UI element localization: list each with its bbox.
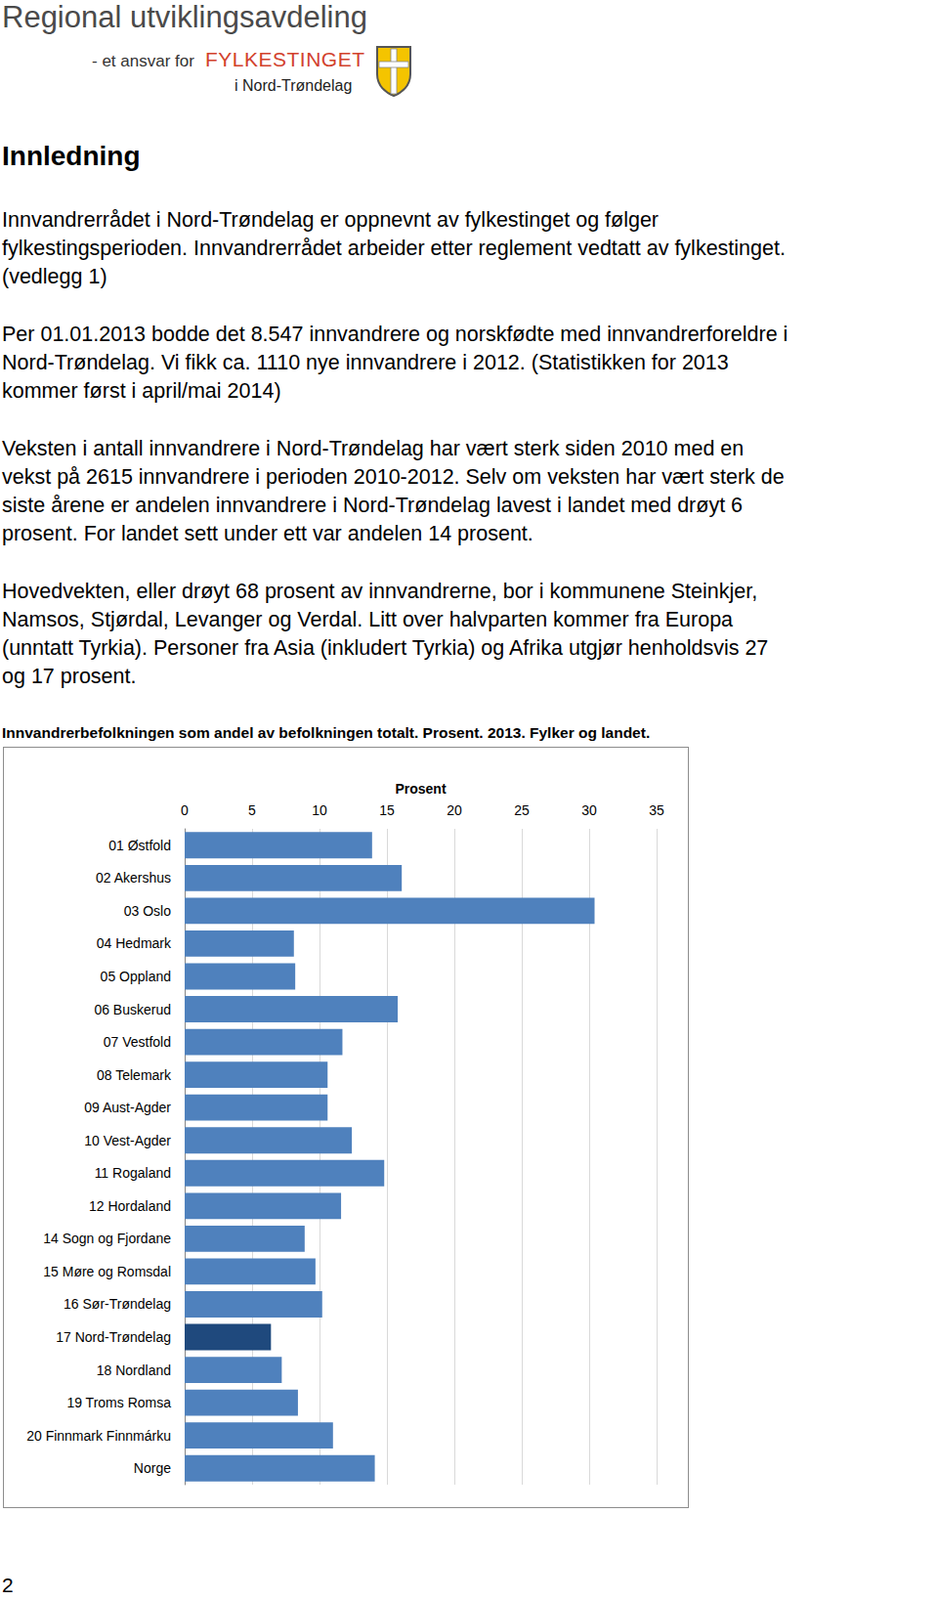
html-text:Nord-Trøndelag. Vi fikk ca. 11: Nord-Trøndelag. Vi fikk ca. 1110 nye inn… (1, 350, 729, 375)
svg-text:02 Akershus: 02 Akershus (95, 869, 171, 886)
svg-text:0: 0 (180, 802, 189, 818)
html-text:i Nord-Trøndelag: i Nord-Trøndelag (234, 77, 353, 94)
svg-text:05 Oppland: 05 Oppland (100, 968, 171, 984)
svg-text:19 Troms Romsa: 19 Troms Romsa (66, 1394, 171, 1410)
html-text:Innledning: Innledning (1, 140, 141, 171)
html-text:fylkestingsperioden. Innvandre: fylkestingsperioden. Innvandrerrådet arb… (1, 236, 786, 261)
svg-text:30: 30 (581, 802, 597, 818)
svg-text:35: 35 (648, 802, 665, 818)
html-text:kommer først i april/mai 2014): kommer først i april/mai 2014) (1, 379, 281, 403)
html-text:Veksten i antall innvandrere i: Veksten i antall innvandrere i Nord-Trøn… (1, 436, 744, 460)
html-text:(unntatt Tyrkia). Personer fra: (unntatt Tyrkia). Personer fra Asia (ink… (1, 636, 769, 660)
svg-text:01 Østfold: 01 Østfold (108, 837, 171, 853)
html-text:2: 2 (1, 1573, 14, 1596)
svg-text:03 Oslo: 03 Oslo (124, 902, 171, 919)
html-text:prosent. For landet sett under: prosent. For landet sett under ett var a… (1, 521, 534, 546)
svg-text:08 Telemark: 08 Telemark (96, 1066, 172, 1083)
html-text:Per 01.01.2013 bodde det 8.547: Per 01.01.2013 bodde det 8.547 innvandre… (1, 322, 788, 346)
svg-text:5: 5 (248, 802, 256, 818)
svg-text:04 Hedmark: 04 Hedmark (96, 935, 172, 951)
svg-text:12 Hordaland: 12 Hordaland (88, 1197, 171, 1214)
html-text:(vedlegg 1): (vedlegg 1) (1, 265, 108, 289)
html-text:og 17 prosent.: og 17 prosent. (1, 664, 137, 689)
html-text:vekst på 2615 innvandrere i pe: vekst på 2615 innvandrere i perioden 201… (1, 464, 785, 489)
svg-text:25: 25 (513, 802, 530, 818)
svg-text:14 Sogn og Fjordane: 14 Sogn og Fjordane (42, 1230, 171, 1246)
html-text:Namsos, Stjørdal, Levanger og: Namsos, Stjørdal, Levanger og Verdal. Li… (1, 607, 733, 632)
svg-text:17 Nord-Trøndelag: 17 Nord-Trøndelag (55, 1328, 171, 1345)
svg-text:18 Nordland: 18 Nordland (96, 1362, 171, 1378)
html-text:Hovedvekten, eller drøyt 68 pr: Hovedvekten, eller drøyt 68 prosent av i… (1, 579, 758, 603)
svg-text:Norge: Norge (133, 1459, 171, 1476)
svg-text:09 Aust-Agder: 09 Aust-Agder (84, 1099, 171, 1115)
svg-text:10 Vest-Agder: 10 Vest-Agder (84, 1132, 171, 1149)
html-text:Innvandrerbefolkningen som and: Innvandrerbefolkningen som andel av befo… (1, 724, 650, 741)
svg-text:07 Vestfold: 07 Vestfold (103, 1033, 171, 1050)
svg-text:10: 10 (311, 802, 328, 818)
svg-text:06 Buskerud: 06 Buskerud (93, 1001, 171, 1018)
html-text:FYLKESTINGET: FYLKESTINGET (205, 47, 365, 71)
html-text:siste årene er andelen innvand: siste årene er andelen innvandrere i Nor… (1, 493, 743, 517)
html-text:- et ansvar for: - et ansvar for (91, 51, 195, 71)
html-text:Regional utviklingsavdeling: Regional utviklingsavdeling (1, 0, 368, 35)
svg-text:15 Møre og Romsdal: 15 Møre og Romsdal (42, 1263, 171, 1280)
svg-text:20 Finnmark Finnmárku: 20 Finnmark Finnmárku (26, 1427, 171, 1444)
svg-text:Prosent: Prosent (394, 780, 446, 797)
svg-text:11 Rogaland: 11 Rogaland (94, 1164, 171, 1181)
svg-text:15: 15 (379, 802, 395, 818)
svg-text:20: 20 (446, 802, 463, 818)
svg-text:16 Sør-Trøndelag: 16 Sør-Trøndelag (63, 1295, 171, 1312)
html-text:Innvandrerrådet i Nord-Trøndel: Innvandrerrådet i Nord-Trøndelag er oppn… (1, 208, 659, 232)
